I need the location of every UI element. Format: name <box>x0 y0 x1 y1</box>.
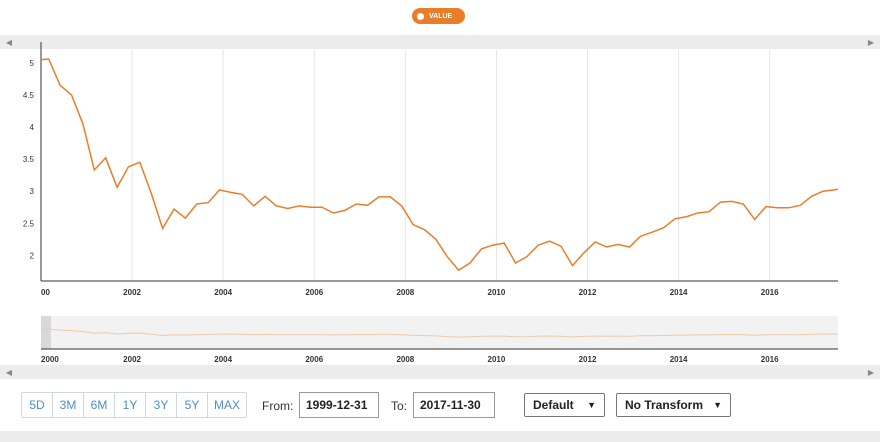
navigator-x-tick-label: 2006 <box>305 355 323 364</box>
range-3y-button[interactable]: 3Y <box>146 393 177 417</box>
navigator-x-tick-label: 2014 <box>670 355 688 364</box>
legend-marker-icon <box>417 12 424 20</box>
navigator-x-tick-label: 2012 <box>579 355 597 364</box>
x-axis: 00 2002 2004 2006 2008 2010 2012 2014 2016 <box>41 280 838 297</box>
y-tick-label: 4 <box>30 123 35 132</box>
navigator-x-tick-label: 2016 <box>761 355 779 364</box>
frequency-select-value: Default <box>533 398 574 412</box>
navigator-x-tick-label: 2002 <box>123 355 141 364</box>
bottom-scrollbar[interactable]: ◀ ▶ <box>0 365 880 379</box>
to-date-input[interactable] <box>413 392 495 418</box>
chevron-right-icon[interactable]: ▶ <box>867 37 875 47</box>
transform-select-value: No Transform <box>625 398 704 412</box>
y-tick-label: 2.5 <box>23 219 35 228</box>
range-5d-button[interactable]: 5D <box>22 393 53 417</box>
navigator-x-tick-label: 2000 <box>41 355 59 364</box>
value-series-line <box>40 58 839 272</box>
caret-down-icon: ▼ <box>713 400 722 410</box>
range-3m-button[interactable]: 3M <box>53 393 84 417</box>
x-tick-label: 2012 <box>579 288 597 297</box>
y-tick-label: 3.5 <box>23 155 35 164</box>
x-tick-label: 2014 <box>670 288 688 297</box>
top-scrollbar[interactable]: ◀ ▶ <box>0 35 880 49</box>
chart-grid <box>40 50 771 281</box>
navigator-series-line <box>41 328 838 338</box>
from-date-input[interactable] <box>299 392 379 418</box>
x-tick-label: 2004 <box>214 288 232 297</box>
navigator-handle[interactable] <box>41 316 51 349</box>
x-tick-label: 2016 <box>761 288 779 297</box>
chevron-left-icon[interactable]: ◀ <box>5 367 13 377</box>
navigator-x-tick-label: 2004 <box>214 355 232 364</box>
range-max-button[interactable]: MAX <box>213 398 240 412</box>
y-tick-label: 3 <box>30 187 35 196</box>
navigator-background <box>41 316 838 349</box>
x-tick-label: 00 <box>41 288 50 297</box>
x-tick-label: 2006 <box>305 288 323 297</box>
navigator-x-tick-label: 2008 <box>396 355 414 364</box>
y-tick-label: 4.5 <box>23 91 35 100</box>
range-6m-button[interactable]: 6M <box>84 393 115 417</box>
frequency-select[interactable]: Default ▼ <box>524 393 605 417</box>
navigator-x-tick-label: 2010 <box>488 355 506 364</box>
from-label: From: <box>262 399 294 413</box>
chevron-left-icon[interactable]: ◀ <box>5 37 13 47</box>
y-tick-label: 5 <box>30 59 35 68</box>
footer-bar <box>0 431 880 442</box>
to-label: To: <box>391 399 408 413</box>
range-1y-button[interactable]: 1Y <box>115 393 146 417</box>
chart-controls: 5D 3M 6M 1Y 3Y 5Y MAX From: To: Default … <box>0 381 880 431</box>
navigator-x-axis: 2000 2002 2004 2006 2008 2010 2012 2014 2016 <box>41 355 779 364</box>
y-tick-label: 2 <box>30 251 35 260</box>
caret-down-icon: ▼ <box>587 400 596 410</box>
transform-select[interactable]: No Transform ▼ <box>616 393 731 417</box>
chevron-right-icon[interactable]: ▶ <box>867 367 875 377</box>
x-tick-label: 2002 <box>123 288 141 297</box>
main-chart: 2 2.5 3 3.5 4 4.5 5 00 2002 2004 2006 2008 2010 2012… <box>23 42 839 297</box>
range-5y-button[interactable]: 5Y <box>177 393 208 417</box>
range-selector: 5D 3M 6M 1Y 3Y 5Y MAX <box>21 392 247 418</box>
navigator[interactable]: 2000 2002 2004 2006 2008 2010 2012 2014 2016 <box>0 312 880 370</box>
y-axis: 2 2.5 3 3.5 4 4.5 5 <box>23 42 42 281</box>
legend-label: VALUE <box>429 12 453 20</box>
x-tick-label: 2008 <box>396 288 414 297</box>
legend-item-value[interactable]: VALUE <box>412 8 465 24</box>
x-tick-label: 2010 <box>488 288 506 297</box>
